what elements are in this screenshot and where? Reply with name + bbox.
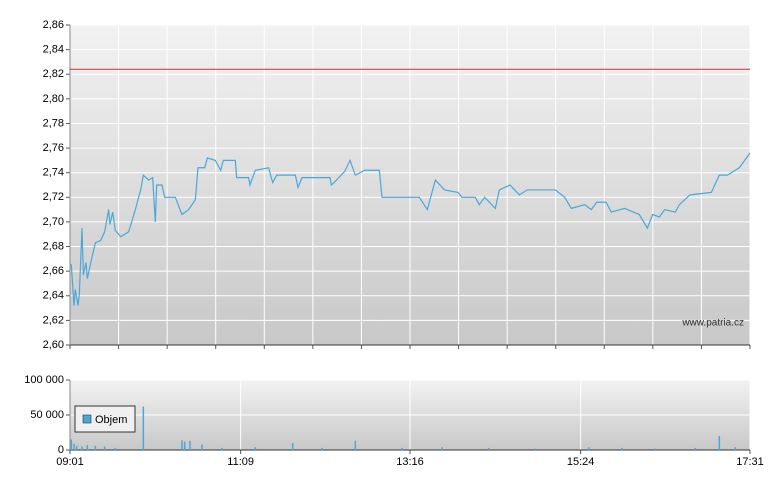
y-tick-label: 0 <box>58 444 64 456</box>
legend-swatch <box>82 414 92 424</box>
volume-bar <box>181 440 183 450</box>
volume-bar <box>73 443 75 450</box>
x-tick-label: 09:01 <box>56 456 84 468</box>
volume-bar <box>86 445 89 450</box>
y-tick-label: 2,74 <box>43 167 64 179</box>
y-tick-label: 2,66 <box>43 265 64 277</box>
y-tick-label: 2,62 <box>43 314 64 326</box>
volume-bar <box>534 448 537 450</box>
y-tick-label: 2,78 <box>43 117 64 129</box>
y-tick-label: 2,64 <box>43 290 64 302</box>
volume-bar <box>189 440 191 450</box>
volume-bar <box>183 441 186 450</box>
volume-bar <box>441 447 443 450</box>
volume-bar <box>354 440 357 450</box>
y-tick-label: 2,82 <box>43 68 64 80</box>
volume-bar <box>621 447 623 450</box>
y-tick-label: 2,84 <box>43 44 64 56</box>
volume-bar <box>70 439 73 450</box>
volume-bar <box>694 447 697 450</box>
volume-bar <box>654 448 657 450</box>
y-tick-label: 2,80 <box>43 93 64 105</box>
volume-bar <box>94 445 97 450</box>
volume-bar <box>142 406 145 450</box>
volume-bar <box>81 446 83 450</box>
y-tick-label: 2,68 <box>43 240 64 252</box>
y-tick-label: 100 000 <box>24 374 64 386</box>
y-tick-label: 2,70 <box>43 216 64 228</box>
volume-bar <box>587 447 590 450</box>
volume-bar <box>103 446 106 450</box>
volume-bar <box>734 447 737 450</box>
volume-bar <box>401 447 403 450</box>
x-tick-label: 15:24 <box>567 456 595 468</box>
x-tick-label: 11:09 <box>227 456 254 468</box>
volume-bar <box>321 447 323 450</box>
x-tick-label: 13:16 <box>396 456 424 468</box>
watermark: www.patria.cz <box>681 318 744 329</box>
legend-label: Objem <box>95 414 127 426</box>
y-tick-label: 2,76 <box>43 142 64 154</box>
volume-bar <box>254 447 257 450</box>
y-tick-label: 2,86 <box>43 19 64 31</box>
volume-bar <box>221 447 223 450</box>
price-line <box>69 152 751 306</box>
volume-bar <box>718 436 721 450</box>
volume-bar <box>201 444 203 450</box>
volume-bar <box>114 447 117 450</box>
y-tick-label: 2,72 <box>43 191 64 203</box>
volume-bar <box>291 443 294 450</box>
y-tick-label: 2,60 <box>43 339 64 351</box>
volume-bar <box>487 447 490 450</box>
volume-bar <box>75 445 78 450</box>
y-tick-label: 50 000 <box>30 409 64 421</box>
x-tick-label: 17:31 <box>736 456 764 468</box>
